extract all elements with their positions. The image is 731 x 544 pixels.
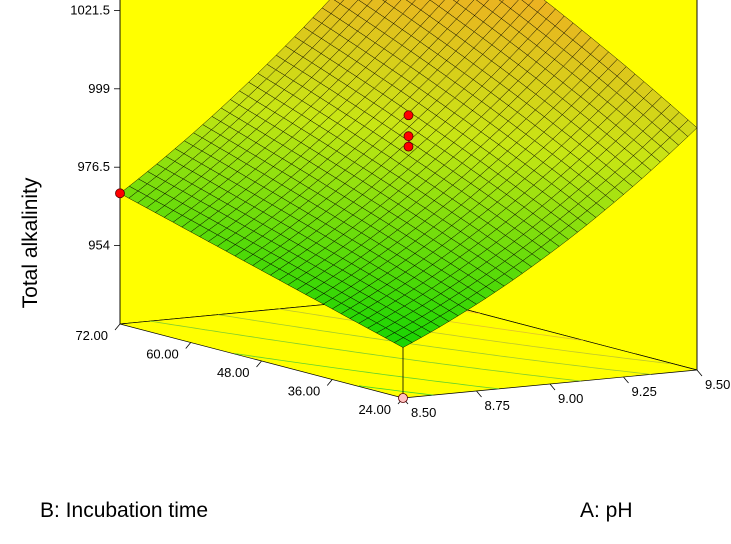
y-tick-label: 48.00 (217, 365, 250, 380)
contour-line (149, 320, 582, 382)
surface-facet (498, 0, 504, 3)
z-tick-label: 999 (88, 81, 110, 96)
y-tick-mark (114, 323, 121, 331)
design-point (403, 141, 414, 152)
surface-facet (405, 0, 416, 5)
design-point (403, 110, 414, 121)
x-tick-mark (549, 383, 556, 391)
surface-facet (393, 337, 413, 348)
y-tick-label: 36.00 (288, 384, 321, 399)
x-tick-label: 8.50 (411, 405, 436, 420)
z-tick-label: 976.5 (77, 159, 110, 174)
design-point (403, 131, 414, 142)
contour-line (217, 314, 651, 375)
z-tick-label: 1021.5 (70, 2, 110, 17)
x-tick-mark (476, 390, 482, 398)
y-tick-mark (326, 379, 333, 386)
contour-line (358, 385, 434, 396)
y-tick-label: 24.00 (358, 402, 391, 417)
x-tick-label: 9.00 (558, 391, 583, 406)
x-tick-label: 9.50 (705, 377, 730, 392)
z-axis-label: Total alkalinity (19, 177, 42, 308)
x-tick-label: 9.25 (632, 384, 657, 399)
design-points (115, 110, 414, 403)
design-point (398, 393, 408, 403)
y-tick-label: 72.00 (75, 328, 108, 343)
z-tick-label: 954 (88, 238, 110, 253)
surface-facet (333, 0, 344, 5)
x-axis-label: A: pH (580, 499, 633, 522)
x-tick-label: 8.75 (485, 398, 510, 413)
surface-facet (452, 0, 460, 3)
y-tick-label: 60.00 (146, 347, 179, 362)
y-axis-label: B: Incubation time (40, 499, 208, 522)
axis-ticks: 954976.59991021.5104424.0036.0048.0060.0… (70, 2, 730, 420)
y-tick-mark (256, 360, 262, 368)
design-point (115, 188, 125, 199)
x-tick-mark (696, 369, 703, 377)
response-surface (119, 0, 698, 348)
contour-line (234, 353, 500, 390)
contour-line (278, 308, 671, 365)
y-tick-mark (185, 342, 192, 349)
x-tick-mark (623, 376, 629, 384)
